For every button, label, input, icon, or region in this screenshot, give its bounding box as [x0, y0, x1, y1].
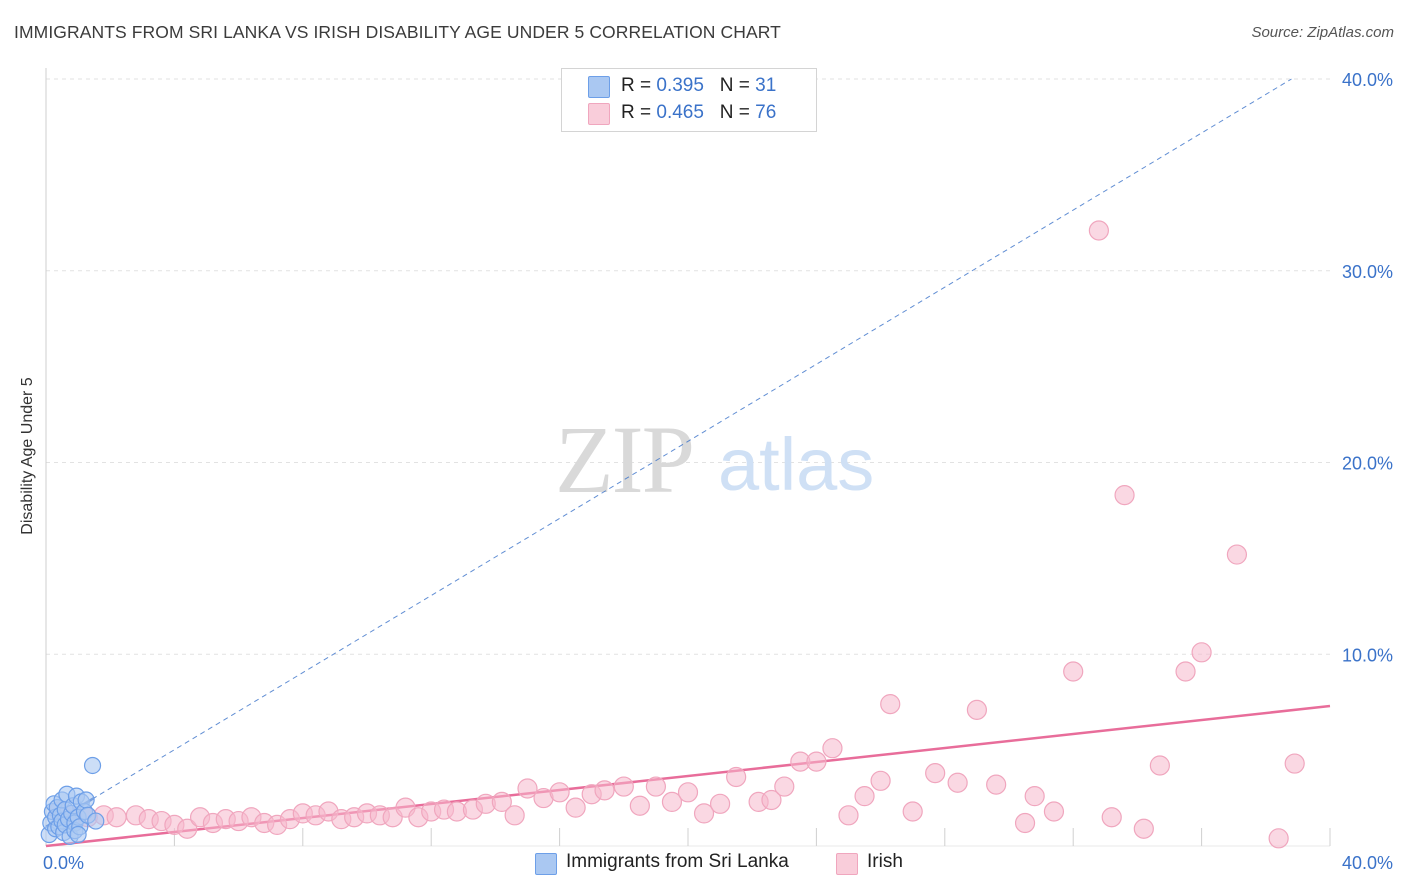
series-legend: Immigrants from Sri Lanka Irish	[0, 851, 1406, 877]
point-irish	[1088, 220, 1109, 241]
point-irish	[1284, 753, 1305, 774]
point-irish	[106, 807, 127, 828]
watermark-zip: ZIP	[555, 406, 693, 513]
y-axis-label: Disability Age Under 5	[19, 377, 36, 535]
point-irish	[1043, 801, 1065, 822]
point-irish	[1191, 642, 1212, 663]
point-irish	[1101, 807, 1122, 828]
legend-label-irish: Irish	[867, 851, 903, 872]
point-irish	[806, 751, 827, 772]
point-irish	[549, 782, 570, 803]
watermark-atlas: atlas	[718, 423, 874, 506]
legend-swatch-irish-bottom	[836, 853, 858, 875]
n-value-irish: 76	[755, 102, 777, 123]
watermark: ZIP atlas	[555, 406, 874, 513]
trend-line-sri-lanka-dashed	[45, 78, 1292, 828]
x-tick-label-start: 0.0%	[43, 853, 84, 873]
point-irish	[947, 772, 968, 793]
point-irish	[925, 763, 946, 784]
point-irish	[761, 789, 782, 811]
point-sri-lanka	[69, 825, 87, 844]
point-sri-lanka	[87, 812, 105, 830]
point-irish	[1175, 661, 1196, 682]
point-irish	[504, 805, 525, 826]
point-irish	[726, 766, 747, 788]
point-irish	[1114, 484, 1135, 506]
point-irish	[1063, 661, 1084, 682]
r-value-sri-lanka: 0.395	[656, 75, 704, 96]
axes	[45, 68, 1331, 847]
point-irish	[854, 786, 875, 807]
point-irish	[1226, 544, 1248, 565]
y-tick-label: 40.0%	[1342, 70, 1393, 90]
point-irish	[491, 791, 512, 812]
point-irish	[177, 818, 198, 839]
stats-legend: R = 0.395 N = 31 R = 0.465 N = 76	[561, 68, 817, 132]
chart-title: IMMIGRANTS FROM SRI LANKA VS IRISH DISAB…	[14, 22, 781, 42]
point-irish	[966, 699, 988, 720]
point-irish	[565, 797, 586, 818]
point-irish	[822, 738, 843, 759]
grid-lines	[46, 78, 1330, 655]
point-irish	[594, 780, 615, 801]
point-irish	[677, 782, 699, 803]
source-label: Source: ZipAtlas.com	[1251, 24, 1394, 41]
legend-swatch-sri-lanka	[588, 76, 610, 98]
y-tick-label: 20.0%	[1342, 454, 1393, 474]
point-irish	[870, 770, 891, 791]
point-irish	[1149, 755, 1170, 776]
point-irish	[838, 805, 859, 826]
point-irish	[613, 776, 634, 797]
point-irish	[1014, 812, 1036, 834]
legend-label-sri-lanka: Immigrants from Sri Lanka	[566, 851, 789, 872]
point-irish	[1133, 818, 1154, 839]
legend-swatch-sri-lanka-bottom	[535, 853, 557, 875]
point-irish	[774, 776, 795, 797]
point-sri-lanka	[83, 756, 102, 775]
y-tick-label: 30.0%	[1342, 262, 1393, 282]
point-irish	[517, 778, 538, 799]
legend-swatch-irish	[588, 103, 610, 125]
point-irish	[986, 774, 1007, 795]
point-irish	[1268, 828, 1289, 849]
n-value-sri-lanka: 31	[755, 75, 777, 96]
point-irish	[902, 801, 923, 822]
point-sri-lanka	[77, 791, 95, 809]
y-tick-label: 10.0%	[1342, 645, 1393, 665]
point-irish	[693, 803, 715, 824]
data-points	[40, 220, 1305, 849]
point-irish	[629, 795, 650, 816]
tick-labels: 10.0% 20.0% 30.0% 40.0% 0.0% 40.0%	[43, 70, 1393, 873]
r-value-irish: 0.465	[656, 102, 704, 123]
x-tick-label-end: 40.0%	[1342, 853, 1393, 873]
point-irish	[709, 793, 731, 814]
point-irish	[1024, 786, 1045, 807]
point-irish	[645, 776, 667, 797]
point-irish	[661, 791, 683, 812]
point-irish	[880, 694, 901, 715]
